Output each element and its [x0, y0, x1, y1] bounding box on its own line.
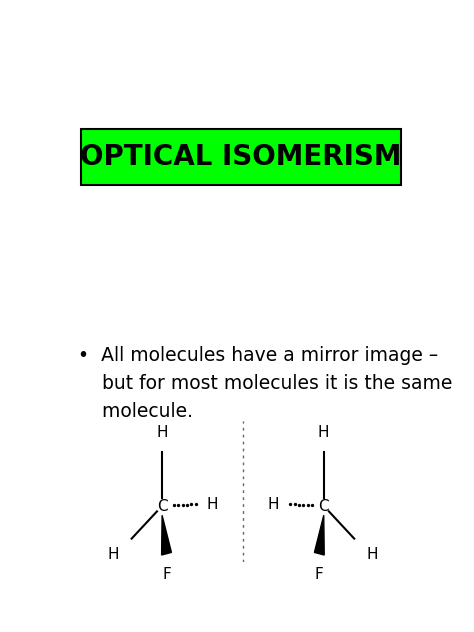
Polygon shape [162, 515, 172, 555]
Text: but for most molecules it is the same: but for most molecules it is the same [78, 374, 452, 393]
Text: H: H [318, 425, 329, 440]
Text: •  All molecules have a mirror image –: • All molecules have a mirror image – [78, 346, 438, 365]
Text: H: H [108, 547, 119, 562]
Text: H: H [156, 425, 168, 440]
Text: F: F [162, 567, 171, 582]
Text: C: C [157, 499, 167, 514]
Text: H: H [207, 497, 218, 511]
Text: H: H [268, 497, 279, 511]
Text: molecule.: molecule. [78, 403, 192, 422]
FancyBboxPatch shape [82, 130, 401, 185]
Text: C: C [319, 499, 329, 514]
Text: F: F [315, 567, 324, 582]
Text: OPTICAL ISOMERISM: OPTICAL ISOMERISM [80, 143, 402, 171]
Text: H: H [367, 547, 378, 562]
Polygon shape [314, 515, 324, 555]
